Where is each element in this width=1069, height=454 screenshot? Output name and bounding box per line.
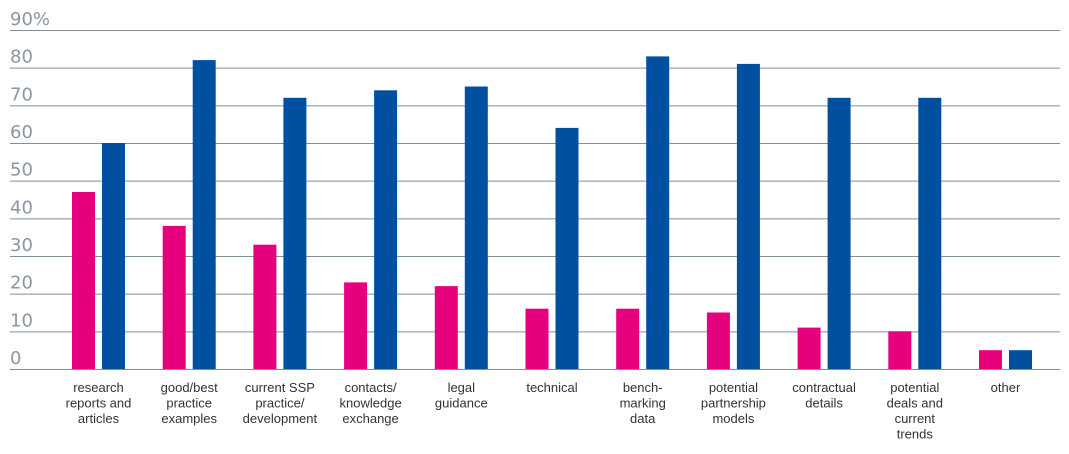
x-category-label-line: contractual [792,380,856,395]
x-category-label: bench-marking data [620,380,666,426]
bar-series-2 [1009,350,1032,369]
y-tick-label: 30 [10,235,33,256]
x-category-label-line: marking [620,396,666,411]
y-tick-label: 40 [10,197,33,218]
bar-series-1 [797,327,821,369]
x-category-label-line: current [895,411,936,426]
y-tick-label: 60 [10,122,33,143]
x-category-label-line: research [73,380,124,395]
bar-series-2 [374,90,398,370]
x-category-label-line: potential [890,380,939,395]
x-category-label-line: trends [897,427,934,442]
x-category-label: other [991,380,1021,395]
bar-series-1 [706,312,730,369]
x-category-label: contractual details [792,380,856,411]
bar-series-2 [464,86,488,369]
x-category-label: potential deals and current trends [887,380,943,442]
x-category-label-line: exchange [342,411,398,426]
x-category-label-line: data [630,411,656,426]
bar-series-1 [979,350,1002,369]
x-category-label-line: technical [526,380,577,395]
bar-series-1 [888,331,912,369]
x-category-label: potential partnership models [701,380,766,426]
x-category-label-line: bench- [623,380,663,395]
x-category-label-line: details [805,396,843,411]
x-category-label: good/best practice examples [161,380,218,426]
bar-series-2 [918,97,942,370]
x-category-label-line: development [243,411,318,426]
x-category-label-line: potential [709,380,758,395]
y-tick-label: 90% [10,9,50,30]
x-category-label-line: practice [166,396,212,411]
bar-series-2 [192,60,216,369]
x-category-label: current SSP practice/development [243,380,318,426]
bar-series-2 [827,97,851,370]
x-category-label: legal guidance [435,380,488,411]
bar-series-2 [283,97,307,370]
y-tick-label: 70 [10,84,33,105]
y-tick-label: 20 [10,273,33,294]
bar-series-1 [253,244,277,369]
bar-series-1 [434,286,458,369]
x-category-label-line: partnership [701,396,766,411]
x-category-label: research reports and articles [66,380,132,426]
bar-series-2 [646,56,670,370]
bar-series-2 [736,63,760,370]
bar-series-2 [555,127,579,370]
x-category-label-line: models [712,411,754,426]
x-category-label-line: other [991,380,1021,395]
bar-series-1 [162,225,186,369]
x-category-label-line: examples [161,411,217,426]
x-category-label-line: good/best [161,380,218,395]
y-tick-label: 50 [10,160,33,181]
y-tick-label: 80 [10,47,33,68]
x-category-label-line: legal [448,380,476,395]
x-category-label-line: deals and [887,396,943,411]
x-category-label: contacts/knowledge exchange [340,380,402,426]
bar-series-1 [616,308,640,369]
bar-series-1 [72,192,95,369]
x-category-label-line: practice/ [255,396,305,411]
bar-series-1 [344,282,368,369]
bar-series-1 [525,308,549,369]
x-category-label: technical [526,380,577,395]
x-category-label-line: contacts/ [345,380,397,395]
y-tick-label: 10 [10,310,33,331]
bar-series-2 [102,143,125,369]
x-category-label-line: knowledge [340,396,402,411]
y-axis-ticks: 0 10 20 30 40 50 60 70 80 90% [10,9,50,369]
x-category-label-line: reports and [66,396,132,411]
x-category-label-line: current SSP [245,380,315,395]
y-tick-label: 0 [10,348,21,369]
bars [72,56,1032,370]
x-category-label-line: articles [78,411,120,426]
x-category-label-line: guidance [435,396,488,411]
